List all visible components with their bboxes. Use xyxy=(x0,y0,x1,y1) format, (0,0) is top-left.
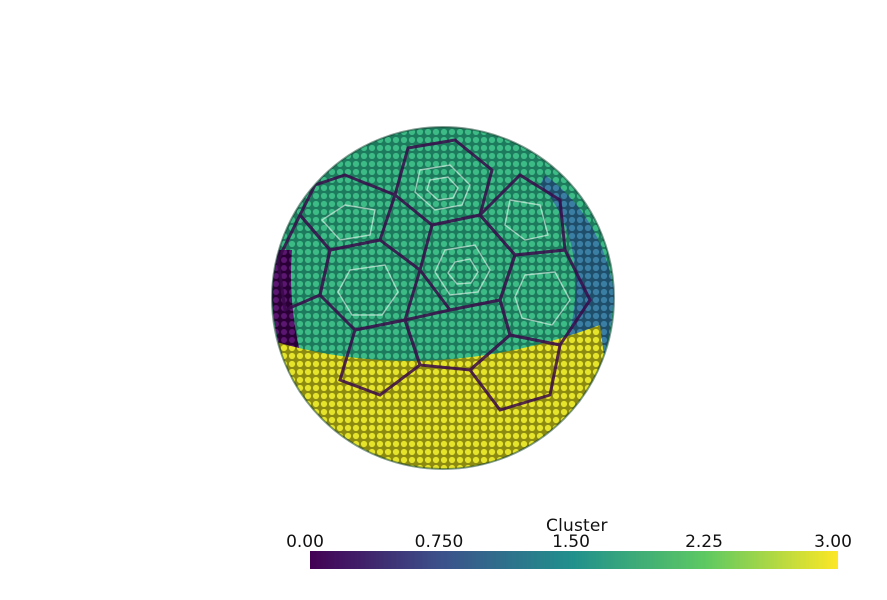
colorbar-tick-label: 0.00 xyxy=(286,532,324,552)
colorbar-tick-label: 1.50 xyxy=(552,532,590,552)
ball-purple-rim xyxy=(272,250,300,352)
colorbar-title: Cluster xyxy=(546,516,608,536)
colorbar-gradient xyxy=(310,551,838,569)
colorbar-tick-label: 2.25 xyxy=(685,532,723,552)
colorbar-tick-label: 0.750 xyxy=(414,532,464,552)
soccer-ball-point-cloud xyxy=(271,126,615,470)
ball-seams xyxy=(276,138,592,412)
colorbar xyxy=(310,551,838,569)
ball-ring-highlights xyxy=(320,164,571,326)
colorbar-tick-label: 3.00 xyxy=(814,532,852,552)
